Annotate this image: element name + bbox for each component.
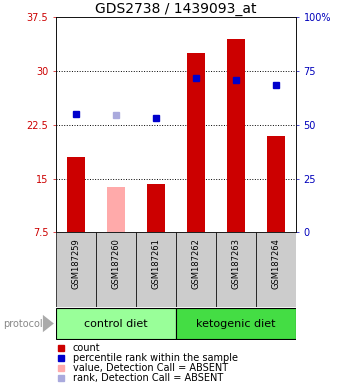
Bar: [187, 53, 205, 232]
Text: GSM187263: GSM187263: [231, 238, 240, 289]
FancyBboxPatch shape: [96, 232, 136, 307]
Text: control diet: control diet: [84, 318, 148, 329]
Text: protocol: protocol: [4, 318, 43, 329]
Polygon shape: [43, 315, 54, 332]
FancyBboxPatch shape: [136, 232, 176, 307]
FancyBboxPatch shape: [176, 308, 296, 339]
FancyBboxPatch shape: [176, 232, 216, 307]
Text: percentile rank within the sample: percentile rank within the sample: [73, 353, 238, 362]
Text: value, Detection Call = ABSENT: value, Detection Call = ABSENT: [73, 362, 228, 372]
FancyBboxPatch shape: [56, 308, 176, 339]
FancyBboxPatch shape: [56, 232, 96, 307]
Bar: [67, 157, 85, 232]
Title: GDS2738 / 1439093_at: GDS2738 / 1439093_at: [95, 2, 257, 16]
Text: count: count: [73, 343, 100, 353]
Bar: [227, 39, 245, 232]
FancyBboxPatch shape: [256, 232, 296, 307]
Text: GSM187259: GSM187259: [71, 238, 81, 289]
Bar: [147, 184, 165, 232]
Bar: [267, 136, 285, 232]
Text: ketogenic diet: ketogenic diet: [196, 318, 276, 329]
Text: GSM187261: GSM187261: [152, 238, 161, 289]
FancyBboxPatch shape: [216, 232, 256, 307]
Text: GSM187260: GSM187260: [112, 238, 121, 289]
Text: GSM187264: GSM187264: [271, 238, 280, 289]
Bar: [107, 187, 125, 232]
Text: rank, Detection Call = ABSENT: rank, Detection Call = ABSENT: [73, 373, 223, 383]
Text: GSM187262: GSM187262: [191, 238, 200, 289]
